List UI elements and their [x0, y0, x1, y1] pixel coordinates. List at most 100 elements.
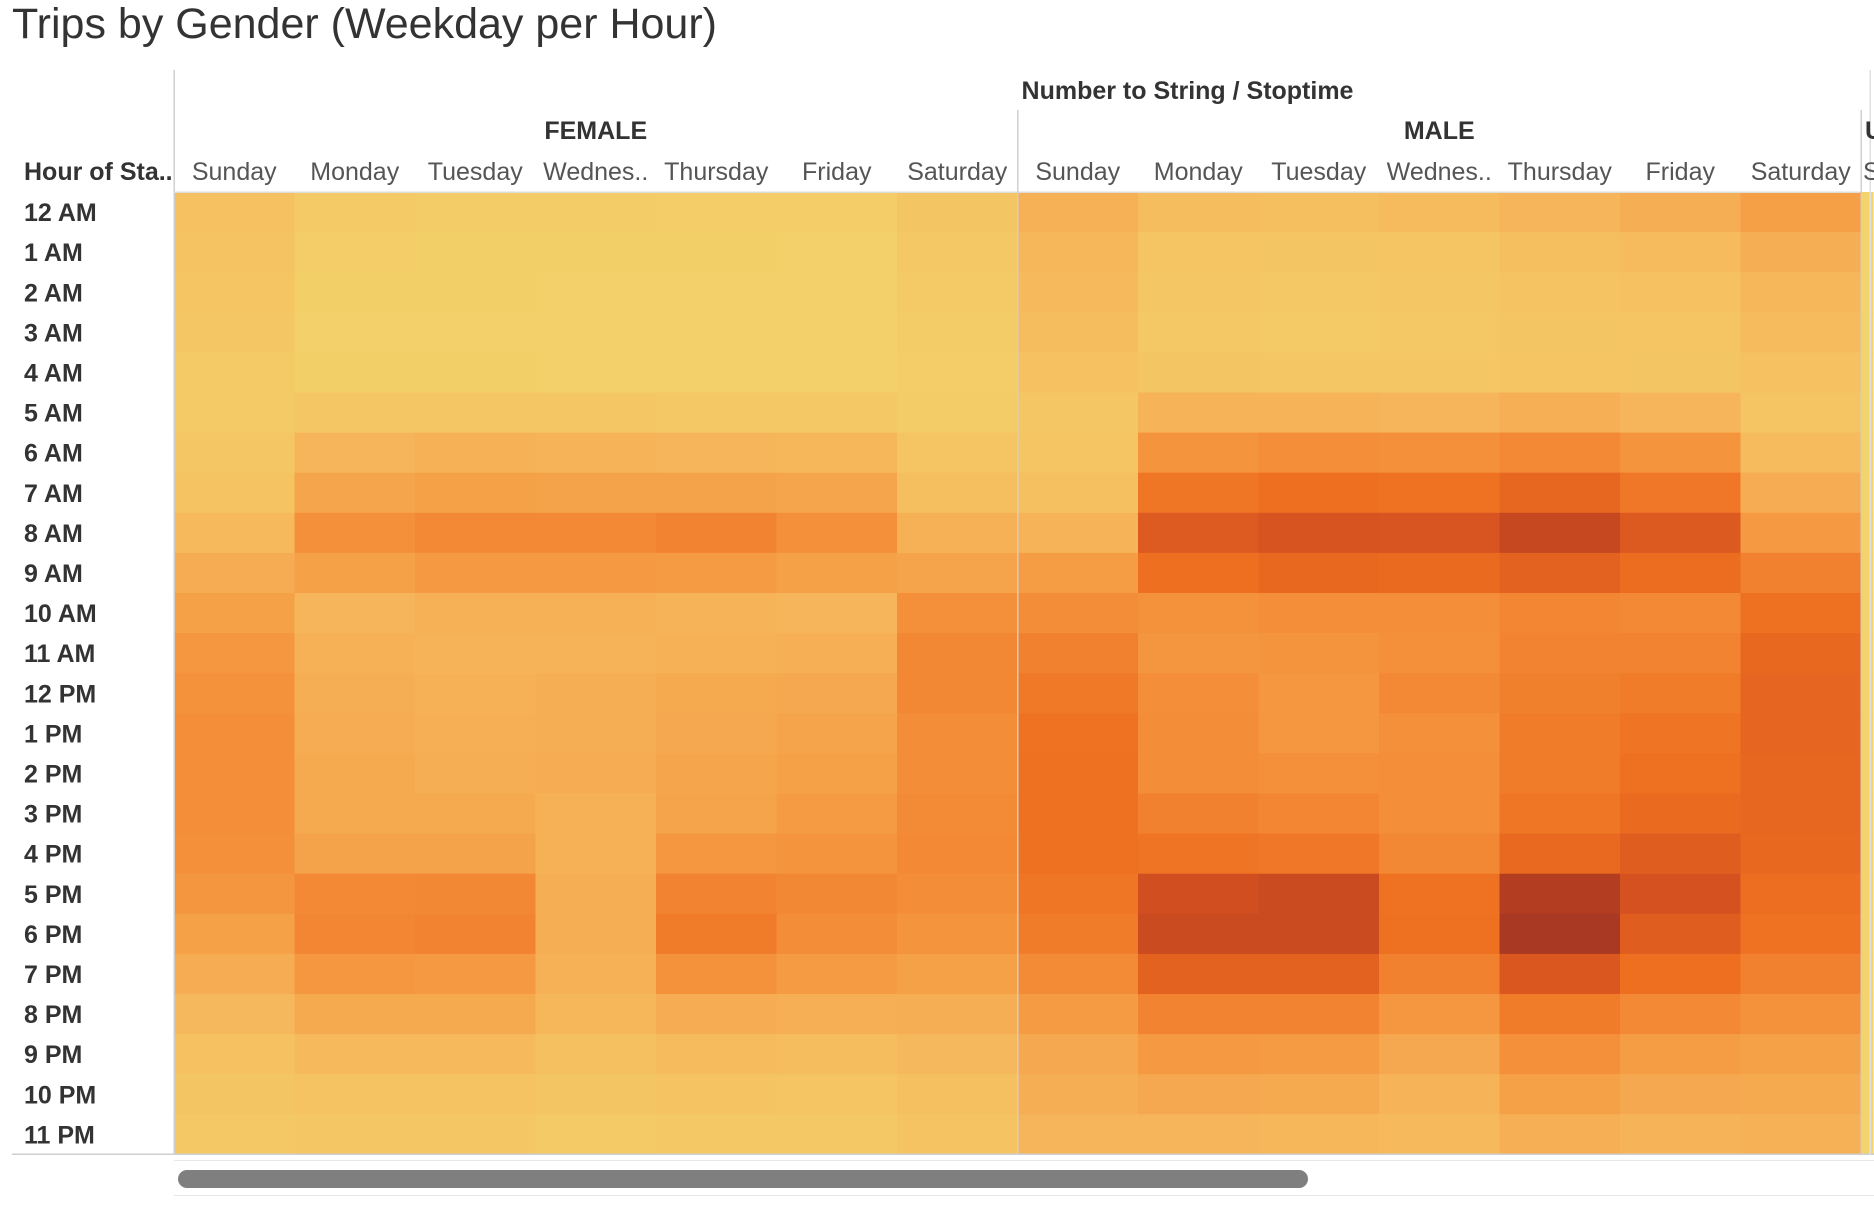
heatmap-cell[interactable] [1499, 793, 1621, 835]
heatmap-cell[interactable] [415, 753, 537, 795]
heatmap-cell[interactable] [174, 713, 296, 754]
heatmap-cell[interactable] [1258, 1074, 1380, 1115]
heatmap-cell[interactable] [656, 994, 778, 1035]
heatmap-cell[interactable] [294, 512, 416, 554]
heatmap-cell[interactable] [1861, 1034, 1874, 1075]
heatmap-cell[interactable] [1740, 753, 1862, 795]
heatmap-cell[interactable] [1499, 994, 1621, 1035]
heatmap-cell[interactable] [1499, 713, 1621, 754]
heatmap-cell[interactable] [776, 272, 898, 313]
heatmap-cell[interactable] [1017, 512, 1139, 554]
heatmap-cell[interactable] [1138, 432, 1260, 474]
heatmap-cell[interactable] [1620, 552, 1742, 594]
heatmap-cell[interactable] [1620, 593, 1742, 634]
heatmap-cell[interactable] [1258, 713, 1380, 754]
heatmap-cell[interactable] [1138, 953, 1260, 995]
heatmap-cell[interactable] [1620, 953, 1742, 995]
heatmap-cell[interactable] [415, 1114, 537, 1155]
heatmap-cell[interactable] [174, 232, 296, 273]
heatmap-cell[interactable] [1379, 352, 1501, 394]
heatmap-cell[interactable] [1138, 392, 1260, 434]
heatmap-cell[interactable] [1138, 994, 1260, 1035]
heatmap-cell[interactable] [1620, 232, 1742, 273]
heatmap-cell[interactable] [1499, 833, 1621, 875]
heatmap-cell[interactable] [1499, 392, 1621, 434]
heatmap-cell[interactable] [535, 793, 657, 835]
heatmap-cell[interactable] [1258, 392, 1380, 434]
heatmap-cell[interactable] [897, 1074, 1019, 1115]
heatmap-cell[interactable] [294, 673, 416, 714]
heatmap-cell[interactable] [294, 192, 416, 233]
heatmap-cell[interactable] [776, 232, 898, 273]
heatmap-cell[interactable] [415, 1034, 537, 1075]
heatmap-cell[interactable] [1620, 673, 1742, 714]
heatmap-cell[interactable] [535, 913, 657, 955]
heatmap-cell[interactable] [1861, 633, 1874, 674]
heatmap-cell[interactable] [174, 753, 296, 795]
heatmap-cell[interactable] [1138, 753, 1260, 795]
heatmap-cell[interactable] [1740, 833, 1862, 875]
heatmap-cell[interactable] [1379, 913, 1501, 955]
heatmap-cell[interactable] [415, 272, 537, 313]
heatmap-cell[interactable] [174, 673, 296, 714]
heatmap-cell[interactable] [174, 1074, 296, 1115]
heatmap-cell[interactable] [1861, 272, 1874, 313]
heatmap-cell[interactable] [1017, 232, 1139, 273]
heatmap-cell[interactable] [897, 432, 1019, 474]
heatmap-cell[interactable] [535, 272, 657, 313]
heatmap-cell[interactable] [535, 593, 657, 634]
heatmap-cell[interactable] [415, 432, 537, 474]
heatmap-cell[interactable] [897, 713, 1019, 754]
heatmap-cell[interactable] [1740, 232, 1862, 273]
heatmap-cell[interactable] [1499, 753, 1621, 795]
heatmap-cell[interactable] [1740, 593, 1862, 634]
heatmap-cell[interactable] [1861, 192, 1874, 233]
heatmap-cell[interactable] [1620, 312, 1742, 353]
heatmap-cell[interactable] [1620, 472, 1742, 514]
heatmap-cell[interactable] [1379, 512, 1501, 554]
heatmap-cell[interactable] [535, 192, 657, 233]
heatmap-cell[interactable] [1620, 873, 1742, 915]
heatmap-cell[interactable] [1258, 432, 1380, 474]
heatmap-cell[interactable] [656, 713, 778, 754]
heatmap-cell[interactable] [1138, 873, 1260, 915]
heatmap-cell[interactable] [1138, 793, 1260, 835]
heatmap-cell[interactable] [174, 953, 296, 995]
heatmap-cell[interactable] [1620, 1114, 1742, 1155]
heatmap-cell[interactable] [776, 472, 898, 514]
heatmap-cell[interactable] [1258, 953, 1380, 995]
heatmap-cell[interactable] [1861, 713, 1874, 754]
heatmap-cell[interactable] [1379, 472, 1501, 514]
heatmap-cell[interactable] [294, 552, 416, 594]
heatmap-cell[interactable] [1017, 432, 1139, 474]
heatmap-cell[interactable] [776, 994, 898, 1035]
heatmap-cell[interactable] [776, 312, 898, 353]
heatmap-cell[interactable] [535, 352, 657, 394]
heatmap-cell[interactable] [1017, 873, 1139, 915]
heatmap-cell[interactable] [656, 1114, 778, 1155]
heatmap-cell[interactable] [1017, 1074, 1139, 1115]
heatmap-cell[interactable] [656, 312, 778, 353]
heatmap-cell[interactable] [294, 913, 416, 955]
heatmap-cell[interactable] [294, 1034, 416, 1075]
heatmap-cell[interactable] [1017, 392, 1139, 434]
heatmap-cell[interactable] [656, 272, 778, 313]
heatmap-cell[interactable] [897, 472, 1019, 514]
heatmap-cell[interactable] [776, 593, 898, 634]
heatmap-cell[interactable] [1620, 793, 1742, 835]
heatmap-cell[interactable] [776, 713, 898, 754]
heatmap-cell[interactable] [535, 1034, 657, 1075]
heatmap-cell[interactable] [1258, 833, 1380, 875]
heatmap-cell[interactable] [1861, 552, 1874, 594]
heatmap-cell[interactable] [1017, 552, 1139, 594]
heatmap-cell[interactable] [897, 392, 1019, 434]
heatmap-cell[interactable] [1138, 352, 1260, 394]
heatmap-cell[interactable] [294, 232, 416, 273]
heatmap-cell[interactable] [776, 833, 898, 875]
heatmap-cell[interactable] [1861, 873, 1874, 915]
heatmap-cell[interactable] [1620, 913, 1742, 955]
heatmap-cell[interactable] [1740, 793, 1862, 835]
heatmap-cell[interactable] [1620, 1034, 1742, 1075]
heatmap-cell[interactable] [174, 512, 296, 554]
heatmap-cell[interactable] [294, 713, 416, 754]
